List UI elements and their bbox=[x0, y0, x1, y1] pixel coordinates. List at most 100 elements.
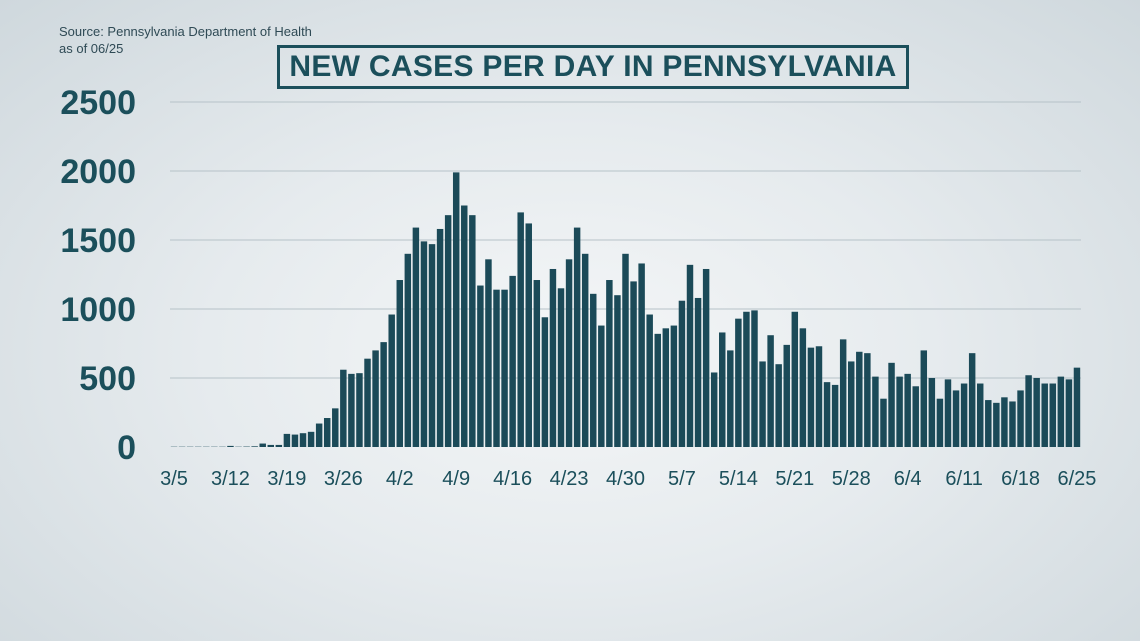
bar bbox=[815, 346, 823, 447]
bar bbox=[662, 328, 670, 447]
bar bbox=[727, 350, 734, 447]
bar bbox=[968, 353, 976, 447]
chart-title: NEW CASES PER DAY IN PENNSYLVANIA bbox=[289, 50, 897, 83]
x-tick-label: 5/7 bbox=[668, 468, 696, 490]
bar bbox=[694, 297, 702, 447]
bar bbox=[1001, 397, 1008, 447]
bar bbox=[856, 351, 863, 447]
bar bbox=[388, 314, 395, 447]
bar bbox=[509, 275, 516, 447]
bar bbox=[590, 293, 597, 447]
bar bbox=[372, 350, 379, 447]
bar bbox=[904, 373, 911, 447]
x-tick-label: 4/23 bbox=[550, 468, 589, 490]
y-tick-label: 1000 bbox=[60, 291, 136, 329]
bar bbox=[960, 383, 968, 447]
bar bbox=[807, 347, 815, 447]
bar bbox=[799, 328, 807, 447]
bar bbox=[1041, 383, 1048, 447]
bar bbox=[436, 228, 444, 447]
x-tick-label: 4/16 bbox=[493, 468, 532, 490]
bar bbox=[356, 373, 363, 447]
bar bbox=[412, 227, 420, 447]
x-tick-label: 5/14 bbox=[719, 468, 758, 490]
bar bbox=[952, 390, 960, 447]
bar bbox=[493, 289, 500, 447]
y-tick-label: 2000 bbox=[60, 153, 136, 191]
bar bbox=[267, 444, 275, 447]
x-tick-label: 3/12 bbox=[211, 468, 250, 490]
y-tick-label: 500 bbox=[79, 360, 136, 398]
bar bbox=[976, 383, 984, 447]
bar bbox=[251, 446, 258, 447]
bar bbox=[872, 376, 879, 447]
x-tick-label: 4/2 bbox=[386, 468, 414, 490]
x-tick-label: 6/11 bbox=[945, 468, 982, 490]
bar bbox=[630, 281, 637, 447]
bar bbox=[1057, 376, 1065, 447]
bar bbox=[775, 364, 782, 447]
bar bbox=[533, 280, 541, 447]
bar bbox=[485, 259, 492, 447]
bar bbox=[428, 244, 436, 447]
x-tick-label: 3/19 bbox=[267, 468, 306, 490]
bar bbox=[573, 227, 581, 447]
bar bbox=[380, 342, 387, 447]
bar bbox=[565, 259, 573, 447]
bar bbox=[912, 386, 919, 447]
bar bbox=[598, 325, 605, 447]
x-tick-label: 4/9 bbox=[442, 468, 470, 490]
bar bbox=[452, 172, 460, 447]
bar bbox=[993, 402, 1000, 447]
bar bbox=[670, 325, 678, 447]
source-note: Source: Pennsylvania Department of Healt… bbox=[59, 24, 312, 39]
bar bbox=[646, 314, 653, 447]
bar bbox=[678, 300, 686, 447]
bar bbox=[888, 362, 895, 447]
bar bbox=[549, 268, 557, 447]
x-tick-label: 3/5 bbox=[160, 468, 188, 490]
bar bbox=[275, 444, 283, 447]
bar bbox=[227, 445, 234, 447]
bar bbox=[332, 408, 339, 447]
x-tick-label: 6/4 bbox=[894, 468, 922, 490]
bar bbox=[323, 418, 331, 447]
x-tick-label: 5/21 bbox=[775, 468, 814, 490]
x-tick-label: 6/18 bbox=[1001, 468, 1040, 490]
bar bbox=[864, 353, 871, 447]
bar bbox=[501, 289, 508, 447]
as-of-date: as of 06/25 bbox=[59, 41, 124, 56]
bar bbox=[404, 253, 412, 447]
bar bbox=[767, 335, 774, 447]
bar bbox=[396, 280, 403, 447]
bar bbox=[735, 318, 742, 447]
bar bbox=[1033, 378, 1040, 447]
bar bbox=[985, 400, 992, 447]
bar bbox=[839, 339, 847, 447]
bar bbox=[944, 379, 952, 447]
bar bbox=[348, 373, 355, 447]
bar bbox=[315, 423, 323, 447]
bars bbox=[170, 172, 1081, 447]
bar bbox=[517, 212, 524, 447]
bar bbox=[307, 431, 315, 447]
bar bbox=[702, 268, 710, 447]
bar bbox=[299, 433, 307, 447]
bar bbox=[654, 333, 661, 447]
y-axis-ticks: 0 500 1000 1500 2000 2500 bbox=[60, 84, 136, 467]
bar bbox=[848, 361, 855, 447]
bar bbox=[743, 311, 750, 447]
bar bbox=[557, 288, 565, 447]
y-tick-label: 2500 bbox=[60, 84, 136, 122]
bar bbox=[541, 317, 549, 447]
bar bbox=[783, 344, 790, 447]
bar bbox=[1073, 367, 1081, 447]
bar bbox=[444, 215, 452, 447]
bar bbox=[420, 241, 428, 447]
bar bbox=[710, 372, 718, 447]
bar bbox=[606, 280, 613, 447]
bar bbox=[525, 223, 532, 447]
bar bbox=[759, 361, 766, 447]
bar bbox=[638, 263, 645, 447]
